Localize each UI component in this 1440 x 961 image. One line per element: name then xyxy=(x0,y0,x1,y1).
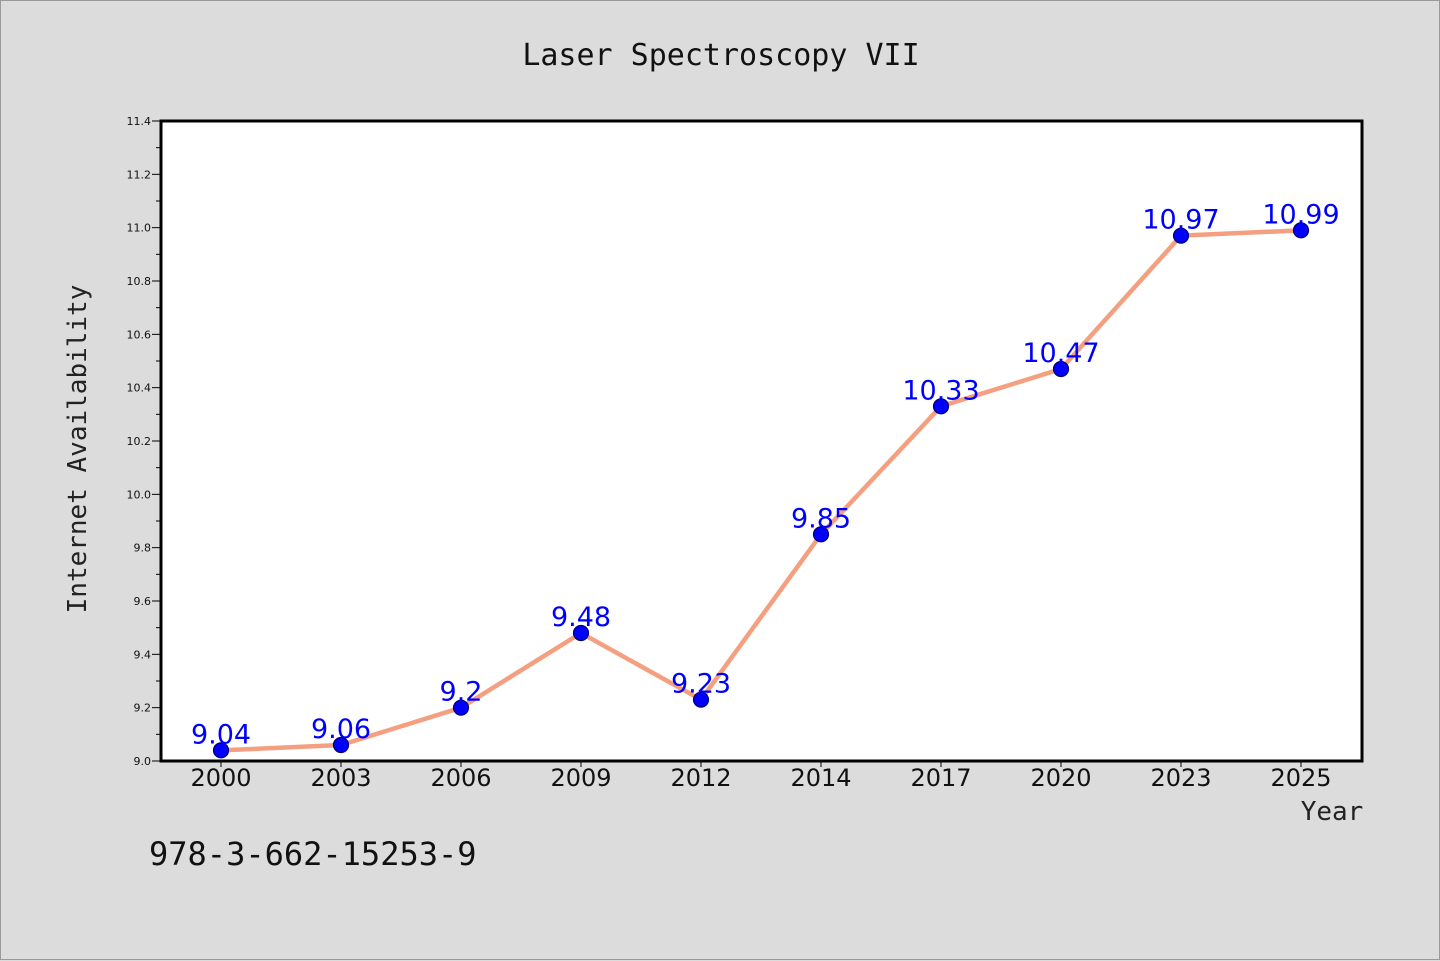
x-tick-label: 2000 xyxy=(190,764,251,792)
data-point xyxy=(212,742,230,759)
data-point xyxy=(332,736,350,754)
data-point xyxy=(692,691,710,708)
data-point xyxy=(452,699,470,716)
data-label: 10.97 xyxy=(1142,205,1219,236)
data-label: 9.23 xyxy=(671,669,731,700)
y-tick-label: 10.4 xyxy=(127,382,152,395)
data-point xyxy=(1172,227,1190,244)
y-tick-label: 10.0 xyxy=(127,488,152,501)
plot-area xyxy=(159,119,1364,763)
x-tick-label: 2003 xyxy=(310,764,371,792)
y-tick-label: 11.2 xyxy=(127,168,152,181)
x-axis-label: Year xyxy=(1301,797,1364,827)
x-tick-label: 2012 xyxy=(670,764,731,792)
data-label: 10.47 xyxy=(1022,338,1099,369)
data-label: 9.2 xyxy=(440,677,483,708)
data-point xyxy=(812,526,830,543)
data-label: 10.99 xyxy=(1262,199,1339,230)
data-point xyxy=(932,398,950,415)
x-tick-label: 2023 xyxy=(1150,764,1211,792)
x-tick-label: 2017 xyxy=(910,764,971,792)
x-tick-label: 2020 xyxy=(1030,764,1091,792)
y-tick-label: 10.6 xyxy=(127,328,152,341)
data-label: 9.48 xyxy=(551,602,611,633)
series-layer: 9.04 9.06 9.2 9.48 9.23 9.85 10.33 10.47 10.97 10… xyxy=(191,199,1340,759)
x-tick-label: 2025 xyxy=(1270,764,1331,792)
data-label: 10.33 xyxy=(902,375,979,406)
data-label: 9.85 xyxy=(791,503,851,534)
data-label: 9.06 xyxy=(311,714,371,745)
x-tick-label: 2014 xyxy=(790,764,851,792)
y-tick-label: 11.4 xyxy=(127,115,152,128)
y-tick-label: 9.4 xyxy=(134,648,152,661)
y-tick-label: 9.0 xyxy=(134,755,152,768)
data-point xyxy=(1052,360,1070,378)
y-axis: 9.0 9.2 9.4 9.6 9.8 10.0 10.2 10.4 10.6 10.8 11.0 1… xyxy=(127,115,161,768)
isbn-text: 978-3-662-15253-9 xyxy=(149,835,477,873)
x-tick-label: 2006 xyxy=(430,764,491,792)
y-tick-label: 10.2 xyxy=(127,435,152,448)
x-tick-label: 2009 xyxy=(550,764,611,792)
y-tick-label: 9.8 xyxy=(134,542,152,555)
data-point xyxy=(572,624,590,642)
y-tick-label: 11.0 xyxy=(127,222,152,235)
chart-title: Laser Spectroscopy VII xyxy=(522,38,919,73)
y-axis-label: Internet Availability xyxy=(63,285,93,614)
x-axis: 2000 2003 2006 2009 2012 2014 2017 2020 2023 2025 xyxy=(190,761,1332,792)
y-tick-label: 9.2 xyxy=(134,702,152,715)
y-tick-label: 9.6 xyxy=(134,595,152,608)
data-point xyxy=(1292,222,1310,239)
series-line xyxy=(218,228,1304,753)
data-label: 9.04 xyxy=(191,719,251,750)
y-tick-label: 10.8 xyxy=(127,275,152,288)
